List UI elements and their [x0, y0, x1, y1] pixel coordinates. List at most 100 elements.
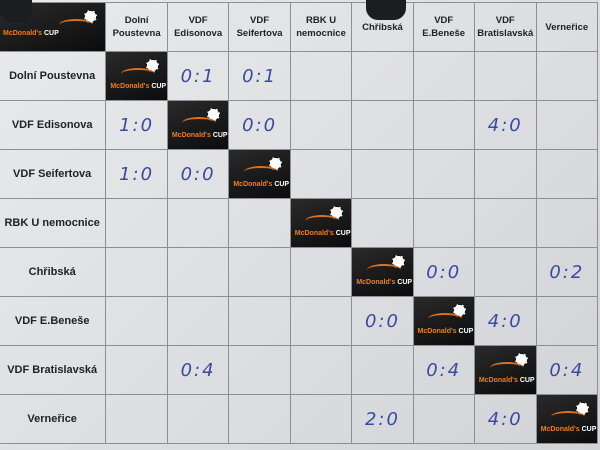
result-cell — [535, 100, 599, 150]
row-header: VDF E.Beneše — [0, 296, 107, 346]
score: 0:1 — [242, 65, 278, 87]
result-cell — [228, 296, 291, 346]
result-cell: 0:0 — [412, 247, 475, 297]
column-header: VDF Seifertova — [228, 2, 291, 52]
result-cell — [228, 345, 291, 395]
board-clip — [0, 0, 32, 22]
result-cell — [351, 51, 414, 101]
result-cell — [289, 51, 353, 101]
result-cell: 0:1 — [166, 51, 230, 101]
swoosh-icon — [427, 313, 462, 325]
column-header: Verneřice — [535, 2, 599, 52]
result-cell — [289, 345, 353, 395]
mcdonalds-cup-logo: McDonald's CUP — [0, 3, 105, 51]
result-cell — [351, 100, 414, 150]
result-cell — [228, 198, 291, 248]
result-cell: 1:0 — [105, 149, 168, 199]
score: 4:0 — [487, 310, 523, 332]
table-row: RBK U nemocnice McDonald's CUP — [0, 198, 599, 248]
result-cell: 4:0 — [473, 296, 537, 346]
result-cell: 0:0 — [228, 100, 291, 150]
diagonal-logo-cell: McDonald's CUP — [473, 345, 537, 395]
result-cell — [412, 394, 475, 444]
column-header: VDF Edisonova — [166, 2, 230, 52]
result-cell — [228, 394, 291, 444]
result-cell — [412, 51, 475, 101]
result-cell: 4:0 — [473, 100, 537, 150]
result-cell — [535, 296, 599, 346]
swoosh-icon — [551, 411, 585, 423]
diagonal-logo-cell: McDonald's CUP — [412, 296, 475, 346]
result-cell: 0:4 — [535, 345, 599, 395]
table-row: VDF Bratislavská 0:4 0:4 McDonald's CUP 0:4 — [0, 345, 599, 395]
diagonal-logo-cell: McDonald's CUP — [105, 51, 168, 101]
board-clip — [366, 0, 406, 20]
result-cell — [351, 149, 414, 199]
swoosh-icon — [120, 68, 155, 80]
column-header: Dolní Poustevna — [105, 2, 168, 52]
result-cell — [166, 247, 230, 297]
result-cell — [412, 100, 475, 150]
mcdonalds-cup-logo: McDonald's CUP — [352, 248, 413, 296]
result-cell — [228, 247, 291, 297]
row-header: RBK U nemocnice — [0, 198, 107, 248]
mcdonalds-cup-logo: McDonald's CUP — [537, 395, 597, 443]
score: 0:0 — [242, 114, 278, 136]
result-cell: 0:0 — [351, 296, 414, 346]
header-row: McDonald's CUP Dolní Poustevna VDF Edisono… — [0, 2, 599, 52]
result-cell — [412, 149, 475, 199]
score: 0:1 — [180, 65, 216, 87]
score: 0:0 — [364, 310, 400, 332]
result-cell — [473, 198, 537, 248]
score: 0:0 — [426, 261, 462, 283]
result-cell: 0:2 — [535, 247, 599, 297]
mcdonalds-cup-logo: McDonald's CUP — [291, 199, 351, 247]
table-row: VDF Seifertova 1:0 0:0 McDonald's CUP — [0, 149, 599, 199]
result-cell — [289, 149, 353, 199]
diagonal-logo-cell: McDonald's CUP — [289, 198, 353, 248]
row-header: Dolní Poustevna — [0, 51, 107, 101]
result-cell: 2:0 — [351, 394, 414, 444]
table-row: Dolní Poustevna McDonald's CUP 0:1 0:1 — [0, 51, 599, 101]
result-cell: 0:0 — [166, 149, 230, 199]
column-header: VDF Bratislavská — [473, 2, 537, 52]
result-cell — [535, 149, 599, 199]
diagonal-logo-cell: McDonald's CUP — [351, 247, 414, 297]
column-header: RBK U nemocnice — [289, 2, 353, 52]
score: 0:4 — [180, 359, 216, 381]
score: 4:0 — [487, 114, 523, 136]
mcdonalds-cup-logo: McDonald's CUP — [475, 346, 536, 394]
diagonal-logo-cell: McDonald's CUP — [535, 394, 599, 444]
mcdonalds-cup-logo: McDonald's CUP — [414, 297, 474, 345]
result-cell — [289, 247, 353, 297]
mcdonalds-cup-logo: McDonald's CUP — [168, 101, 228, 149]
result-cell — [473, 247, 537, 297]
table-row: Verneřice 2:0 4:0 McDonald's CUP — [0, 394, 599, 444]
score: 2:0 — [364, 408, 400, 430]
result-cell — [105, 394, 168, 444]
result-cell — [289, 394, 353, 444]
result-cell: 0:4 — [412, 345, 475, 395]
result-cell: 0:4 — [166, 345, 230, 395]
result-cell — [289, 100, 353, 150]
result-cell — [166, 198, 230, 248]
result-cell — [105, 198, 168, 248]
result-cell — [105, 345, 168, 395]
swoosh-icon — [489, 362, 524, 374]
row-header: VDF Seifertova — [0, 149, 107, 199]
diagonal-logo-cell: McDonald's CUP — [166, 100, 230, 150]
swoosh-icon — [59, 19, 94, 31]
table-row: Chřibská McDonald's CUP 0:0 0:2 — [0, 247, 599, 297]
result-cell — [105, 296, 168, 346]
result-cell: 0:1 — [228, 51, 291, 101]
row-header: VDF Edisonova — [0, 100, 107, 150]
table-row: VDF Edisonova 1:0 McDonald's CUP 0:0 4:0 — [0, 100, 599, 150]
result-cell — [351, 345, 414, 395]
row-header: Verneřice — [0, 394, 107, 444]
row-header: VDF Bratislavská — [0, 345, 107, 395]
corner-logo-cell: McDonald's CUP — [0, 2, 107, 52]
score: 0:4 — [549, 359, 585, 381]
mcdonalds-cup-logo: McDonald's CUP — [229, 150, 290, 198]
